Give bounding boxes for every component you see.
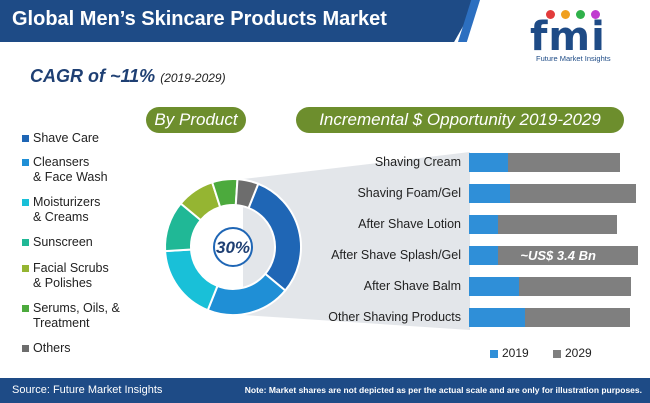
bar-2029 [498,246,639,265]
legend-label: Moisturizers & Creams [33,195,101,224]
bar-category-label: Other Shaving Products [328,310,461,324]
bar-category-label: After Shave Balm [363,279,461,293]
footer-source: Source: Future Market Insights [12,384,163,396]
bar-2019 [469,277,520,296]
bar-2019 [469,215,499,234]
charts-canvas: 30% [164,152,470,330]
legend-label: Facial Scrubs & Polishes [33,261,109,290]
bar-category-label: Shaving Foam/Gel [357,186,461,200]
footer-note: Note: Market shares are not depicted as … [244,385,642,395]
bar-legend-2019: 2019 [490,346,529,360]
cagr-years: (2019-2029) [160,71,226,85]
bar-2019 [469,184,510,203]
bar-2019 [469,153,508,172]
legend-swatch [22,265,29,272]
title-banner [0,0,478,42]
legend-label: Sunscreen [33,235,93,249]
cagr-value: CAGR of ~11% [30,66,156,86]
cagr-label: CAGR of ~11% (2019-2029) [30,66,226,87]
bar-legend-2029: 2029 [553,346,592,360]
legend-swatch [22,305,29,312]
bar-2019 [469,308,525,327]
pie-slice-6 [234,178,260,210]
bar-annotation: ~US$ 3.4 Bn [520,248,596,263]
footer: Source: Future Market Insights Note: Mar… [0,378,650,403]
bar-category-label: After Shave Lotion [358,217,461,231]
legend-label-2029: 2029 [565,346,592,360]
bar-category-label: Shaving Cream [374,155,461,169]
legend-swatch [22,239,29,246]
legend-label-2019: 2019 [502,346,529,360]
bar-category-label: After Shave Splash/Gel [331,248,461,262]
bar-2029 [509,184,636,203]
legend-swatch [22,345,29,352]
bar-2029 [507,153,620,172]
logo-text: fmi [530,14,606,60]
legend-label: Cleansers & Face Wash [33,155,108,184]
fmi-logo: fmi Future Market Insights [528,4,646,68]
legend-swatch [22,159,29,166]
legend-label: Others [33,341,71,355]
legend-label: Shave Care [33,131,100,145]
legend-swatch [22,135,29,142]
by-product-title: By Product [146,107,246,133]
legend-label: Serums, Oils, & Treatment [33,301,120,330]
page-title: Global Men’s Skincare Products Market [12,8,387,30]
bar-2029 [525,308,630,327]
center-badge [213,227,253,267]
center-label: 30% [216,238,250,257]
logo-subtitle: Future Market Insights [536,54,611,63]
logo-dots [546,6,606,24]
pie-slice-2 [164,248,219,312]
legend-swatch-2029 [553,349,561,358]
bar-2029 [498,215,618,234]
opportunity-title: Incremental $ Opportunity 2019-2029 [296,107,624,133]
legend-swatch-2019 [490,349,498,358]
bar-2019 [469,246,499,265]
pie-to-bar-connector [243,152,470,330]
legend-swatch [22,199,29,206]
bar-2029 [519,277,632,296]
